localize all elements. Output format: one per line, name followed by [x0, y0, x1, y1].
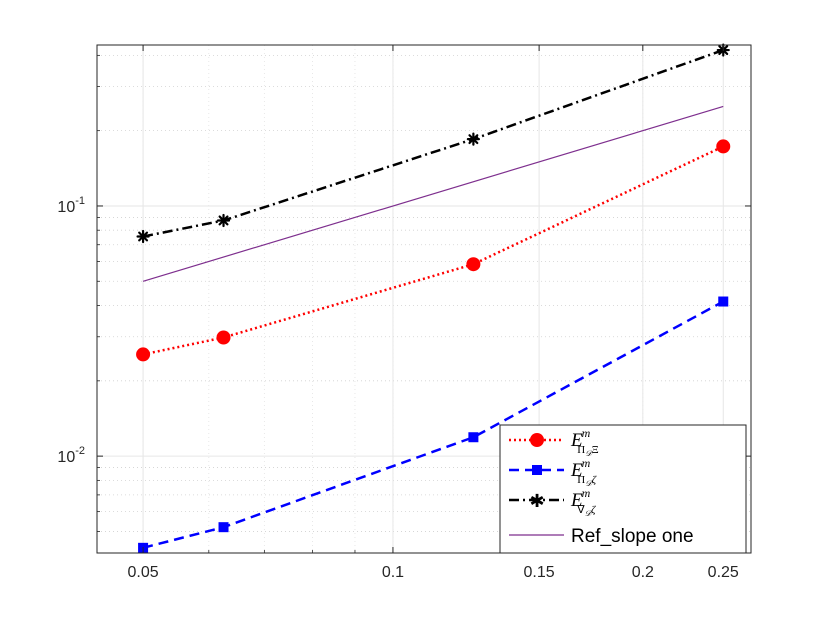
- series-line-pi_zeta: [142, 300, 724, 550]
- x-tick-label: 0.2: [632, 564, 654, 581]
- series-pi_xi: [136, 139, 731, 362]
- x-tick-label: 0.15: [524, 564, 555, 581]
- data-point-pi_xi: [466, 257, 481, 272]
- legend-entry-grad-zeta: ✱ Em ∇𝒟ζ: [509, 486, 597, 518]
- x-tick-label: 0.25: [708, 564, 739, 581]
- legend: Em Π𝒟Ξ Em Π𝒟ζ ✱ Em ∇𝒟ζ Ref_slope one: [499, 424, 747, 554]
- x-tick-label: 0.05: [128, 564, 159, 581]
- series-grad_zeta: [136, 43, 730, 244]
- data-point-grad_zeta: [216, 213, 231, 228]
- data-point-pi_zeta: [718, 296, 729, 307]
- x-tick-label: 0.1: [382, 564, 404, 581]
- data-point-pi_zeta: [468, 432, 479, 443]
- legend-label-grad-zeta: Em ∇𝒟ζ: [570, 486, 597, 518]
- legend-marker-pi-xi: [530, 433, 544, 447]
- legend-label-ref: Ref_slope one: [571, 526, 694, 547]
- data-point-pi_xi: [216, 330, 231, 345]
- legend-marker-grad-zeta: ✱: [529, 491, 544, 512]
- legend-entry-ref: Ref_slope one: [509, 526, 694, 547]
- y-tick-label: 10-2: [57, 445, 85, 466]
- series-line-ref: [142, 105, 724, 282]
- legend-box: [499, 424, 747, 554]
- legend-entry-pi-xi: Em Π𝒟Ξ: [509, 426, 599, 458]
- plot-area: [97, 43, 751, 553]
- axes: 0.05 0.1 0.15 0.2 0.25 10-2 10-1: [57, 44, 752, 581]
- data-point-pi_xi: [716, 139, 731, 154]
- data-point-grad_zeta: [136, 229, 150, 244]
- data-point-grad_zeta: [466, 132, 480, 146]
- data-point-pi_zeta: [218, 522, 229, 533]
- axes-box: [96, 44, 752, 554]
- series-ref: [142, 105, 724, 282]
- series-line-grad_zeta: [142, 48, 724, 238]
- legend-entry-pi-zeta: Em Π𝒟ζ: [509, 456, 598, 488]
- series-line-pi_xi: [142, 145, 724, 356]
- y-tick-label: 10-1: [57, 195, 85, 216]
- data-point-pi_xi: [136, 347, 151, 362]
- legend-label-pi-xi: Em Π𝒟Ξ: [570, 426, 599, 458]
- legend-label-pi-zeta: Em Π𝒟ζ: [570, 456, 598, 488]
- legend-marker-pi-zeta: [532, 465, 542, 475]
